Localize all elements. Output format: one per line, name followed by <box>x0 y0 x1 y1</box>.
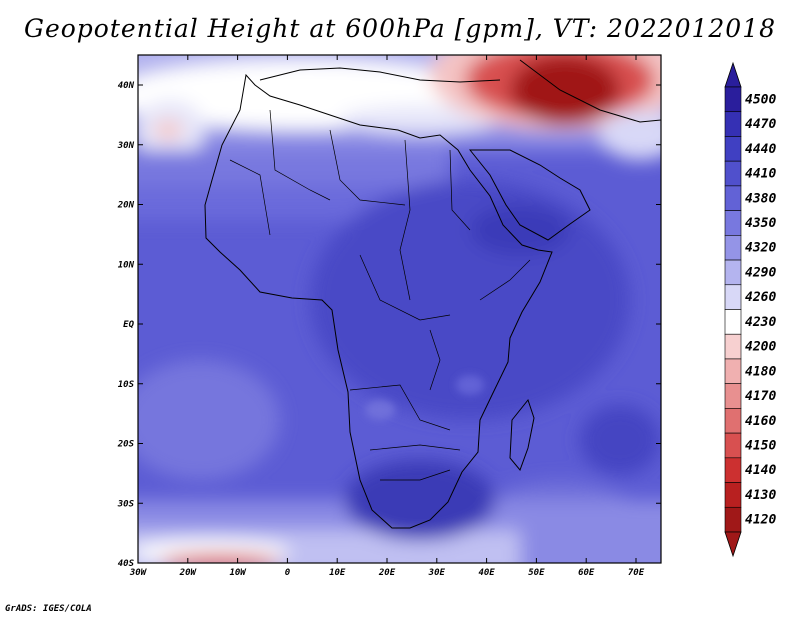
colorbar-top-arrow <box>724 61 742 88</box>
map-plot-area <box>138 55 661 563</box>
colorbar-label: 4350 <box>745 216 776 231</box>
colorbar-swatch <box>724 185 742 211</box>
colorbar-label: 4260 <box>745 290 776 305</box>
height-field-shading <box>138 55 661 563</box>
colorbar-label: 4150 <box>745 438 776 453</box>
colorbar-label: 4470 <box>745 117 776 132</box>
colorbar-swatch <box>724 160 742 187</box>
colorbar-swatch <box>724 457 742 483</box>
lat-tick-label: 30S <box>117 499 135 509</box>
colorbar-label: 4500 <box>745 92 776 107</box>
colorbar-swatch <box>724 408 742 434</box>
lon-tick-label: 70E <box>628 568 645 578</box>
africa-coastline <box>204 73 553 529</box>
colorbar-swatch <box>724 383 742 409</box>
colorbar-swatch <box>724 506 742 533</box>
lon-tick-label: 30E <box>428 568 446 578</box>
colorbar-label: 4180 <box>745 364 776 379</box>
colorbar-bottom-arrow <box>724 531 742 558</box>
lat-tick-label: 20S <box>117 440 135 450</box>
colorbar-swatch <box>724 482 742 508</box>
asia-coastline <box>519 59 661 123</box>
lat-tick-label: 20N <box>117 201 135 211</box>
chart-title: Geopotential Height at 600hPa [gpm], VT:… <box>23 14 777 43</box>
colorbar-swatch <box>724 284 742 310</box>
colorbar-label: 4200 <box>745 340 776 355</box>
colorbar-label: 4130 <box>745 488 776 503</box>
colorbar-label: 4160 <box>745 414 776 429</box>
colorbar-label: 4120 <box>745 513 776 528</box>
lon-tick-label: 60E <box>578 568 595 578</box>
europe-coastline <box>259 67 501 83</box>
lon-tick-label: 30W <box>129 568 148 578</box>
lon-tick-label: 20W <box>179 568 198 578</box>
lon-tick-label: 40E <box>478 568 495 578</box>
colorbar-swatch <box>724 136 742 162</box>
madagascar-coastline <box>509 398 535 471</box>
lat-tick-label: 30N <box>117 141 135 151</box>
colorbar-swatch <box>724 358 742 384</box>
longitude-axis: 30W 20W 10W 0 10E 20E 30E 40E 50E 60E 70E <box>129 55 645 578</box>
credit-text: GrADS: IGES/COLA <box>5 604 92 614</box>
colorbar-swatch <box>724 111 742 137</box>
colorbar-swatch <box>724 86 742 113</box>
colorbar-label: 4380 <box>745 191 776 206</box>
latitude-axis: 40N 30N 20N 10N EQ 10S 20S 30S 40S <box>117 81 661 569</box>
country-borders <box>229 109 531 481</box>
lon-tick-label: 10W <box>229 568 247 578</box>
colorbar-swatch <box>724 235 742 261</box>
colorbar-label: 4320 <box>745 241 776 256</box>
coastlines <box>204 59 661 529</box>
lat-tick-label: 40N <box>118 81 135 91</box>
lat-tick-label: 40S <box>118 559 135 569</box>
colorbar-swatch <box>724 309 742 335</box>
plot-frame <box>137 54 662 564</box>
colorbar-label: 4140 <box>745 463 776 478</box>
colorbar-label: 4440 <box>745 142 776 157</box>
colorbar-label: 4290 <box>745 265 776 280</box>
lon-tick-label: 0 <box>285 568 291 578</box>
arabia-coastline <box>468 149 591 241</box>
colorbar-swatch <box>724 259 742 286</box>
colorbar-label: 4230 <box>745 315 776 330</box>
lat-tick-label: 10S <box>118 380 135 390</box>
height-field-details <box>365 375 484 420</box>
colorbar-swatch <box>724 333 742 360</box>
lon-tick-label: 50E <box>528 568 545 578</box>
colorbar-swatch <box>724 432 742 459</box>
lon-tick-label: 10E <box>329 568 346 578</box>
lat-tick-label: 10N <box>118 260 135 270</box>
lon-tick-label: 20E <box>378 568 396 578</box>
colorbar-label: 4410 <box>745 167 776 182</box>
colorbar-swatch <box>724 210 742 236</box>
colorbar-label: 4170 <box>745 389 776 404</box>
colorbar: 4500 4470 4440 4410 4380 4350 4320 4290 4260 4230… <box>724 61 776 558</box>
lat-tick-label: EQ <box>123 320 134 330</box>
